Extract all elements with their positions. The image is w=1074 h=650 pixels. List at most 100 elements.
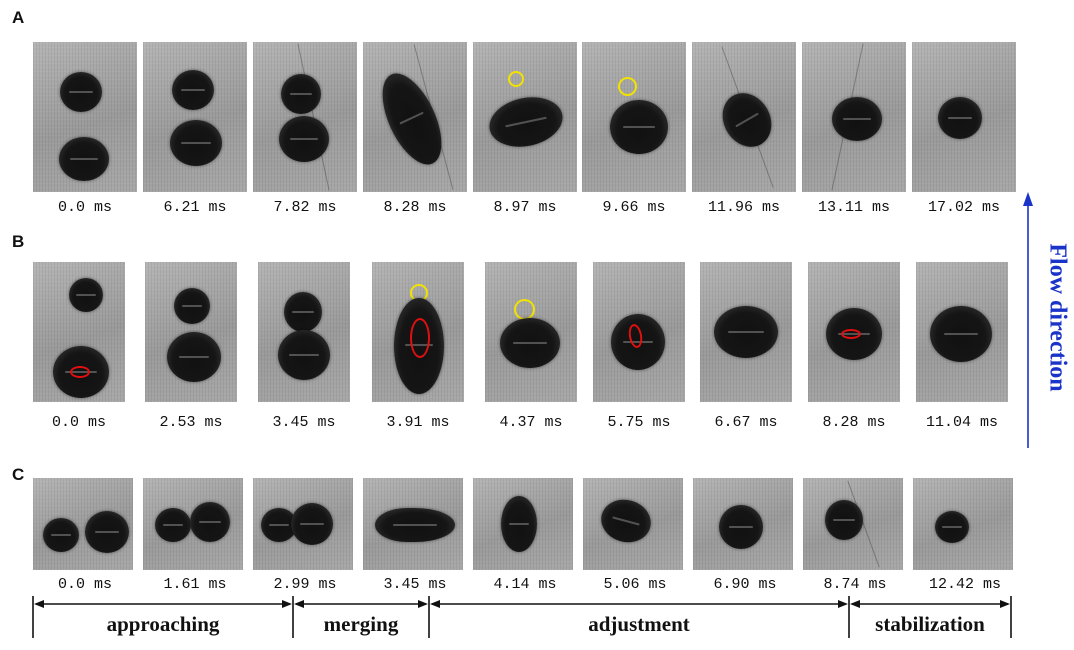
frame-c-2: [143, 478, 243, 570]
droplet: [938, 97, 982, 139]
stage-timeline: [32, 596, 1012, 638]
time-label: 0.0 ms: [51, 414, 106, 431]
time-label: 6.90 ms: [713, 576, 777, 593]
frame-b-6: [593, 262, 685, 402]
time-label: 2.53 ms: [159, 414, 223, 431]
droplet: [375, 508, 455, 542]
frame-a-7: [692, 42, 796, 192]
frame-b-3: [258, 262, 350, 402]
frame-b-8: [808, 262, 900, 402]
droplet: [484, 90, 568, 154]
time-label: 8.74 ms: [823, 576, 887, 593]
droplet: [170, 120, 222, 166]
time-label: 6.67 ms: [714, 414, 778, 431]
frame-a-2: [143, 42, 247, 192]
time-label: 4.37 ms: [499, 414, 563, 431]
frame-a-6: [582, 42, 686, 192]
droplet: [370, 64, 454, 174]
time-label: 8.97 ms: [493, 199, 557, 216]
time-label: 5.06 ms: [603, 576, 667, 593]
droplet: [43, 518, 79, 552]
frame-a-1: [33, 42, 137, 192]
frame-c-6: [583, 478, 683, 570]
droplet: [596, 494, 656, 548]
droplet: [155, 508, 191, 542]
droplet: [935, 511, 969, 543]
droplet: [172, 70, 214, 110]
droplet: [930, 306, 992, 362]
stage-label-stabilization: stabilization: [875, 612, 985, 636]
time-label: 7.82 ms: [273, 199, 337, 216]
droplet: [611, 314, 665, 370]
time-label: 11.96 ms: [707, 199, 780, 216]
droplet: [278, 330, 330, 380]
panel-label-b: B: [12, 232, 25, 251]
frame-a-9: [912, 42, 1016, 192]
droplet: [714, 306, 778, 358]
droplet: [713, 84, 781, 156]
droplet: [832, 97, 882, 141]
frame-a-8: [802, 42, 906, 192]
frame-c-1: [33, 478, 133, 570]
time-label: 2.99 ms: [273, 576, 337, 593]
frame-c-8: [803, 478, 903, 570]
frame-c-7: [693, 478, 793, 570]
frame-a-3: [253, 42, 357, 192]
frame-a-5: [473, 42, 577, 192]
droplet: [167, 332, 221, 382]
time-label: 6.21 ms: [163, 199, 227, 216]
droplet: [284, 292, 322, 332]
droplet: [190, 502, 230, 542]
time-label: 5.75 ms: [607, 414, 671, 431]
frame-b-1: [33, 262, 125, 402]
droplet: [610, 100, 668, 154]
panel-label-a: A: [12, 8, 25, 27]
time-label: 8.28 ms: [822, 414, 886, 431]
droplet: [281, 74, 321, 114]
time-label: 12.42 ms: [928, 576, 1001, 593]
droplet: [291, 503, 333, 545]
droplet: [501, 496, 537, 552]
red-marker-ellipse: [841, 329, 861, 339]
time-label: 9.66 ms: [602, 199, 666, 216]
droplet: [60, 72, 102, 112]
frame-b-2: [145, 262, 237, 402]
droplet: [825, 500, 863, 540]
frame-b-9: [916, 262, 1008, 402]
droplet: [279, 116, 329, 162]
time-label: 3.45 ms: [272, 414, 336, 431]
frame-a-4: [363, 42, 467, 192]
yellow-marker-circle: [618, 77, 637, 96]
frame-b-5: [485, 262, 577, 402]
time-label: 3.45 ms: [383, 576, 447, 593]
frame-c-9: [913, 478, 1013, 570]
droplet: [719, 505, 763, 549]
frame-c-5: [473, 478, 573, 570]
time-label: 0.0 ms: [57, 199, 112, 216]
time-label: 11.04 ms: [925, 414, 998, 431]
panel-label-c: C: [12, 465, 25, 484]
frame-b-4: [372, 262, 464, 402]
droplet: [59, 137, 109, 181]
flow-direction-arrow: [1023, 192, 1033, 448]
stage-label-merging: merging: [323, 612, 399, 636]
droplet: [85, 511, 129, 553]
time-label: 17.02 ms: [927, 199, 1000, 216]
yellow-marker-circle: [514, 299, 535, 320]
stage-label-approaching: approaching: [106, 612, 220, 636]
yellow-marker-circle: [508, 71, 524, 87]
time-label: 1.61 ms: [163, 576, 227, 593]
droplet: [69, 278, 103, 312]
frame-c-4: [363, 478, 463, 570]
droplet: [500, 318, 560, 368]
red-marker-ellipse: [70, 366, 90, 378]
frame-c-3: [253, 478, 353, 570]
time-label: 13.11 ms: [817, 199, 890, 216]
droplet: [174, 288, 210, 324]
red-marker-ellipse: [410, 318, 430, 358]
flow-direction-label: Flow direction: [1044, 243, 1071, 392]
time-label: 3.91 ms: [386, 414, 450, 431]
stage-label-adjustment: adjustment: [588, 612, 690, 636]
time-label: 8.28 ms: [383, 199, 447, 216]
